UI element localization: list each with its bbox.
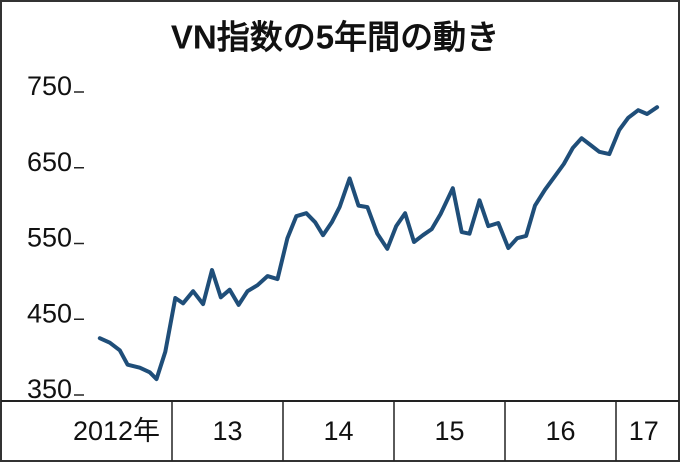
x-tick-label: 2012年	[73, 416, 160, 446]
x-tick-label: 16	[545, 416, 575, 446]
x-tick-label: 17	[629, 416, 659, 446]
y-tick-label: 650	[27, 147, 72, 177]
chart-title: VN指数の5年間の動き	[171, 19, 499, 56]
x-tick-label: 14	[323, 416, 353, 446]
x-tick-label: 13	[212, 416, 242, 446]
y-tick-label: 550	[27, 223, 72, 253]
line	[97, 105, 660, 382]
x-tick-label: 15	[434, 416, 464, 446]
y-tick-label: 450	[27, 298, 72, 328]
y-tick-label: 350	[27, 374, 72, 404]
y-tick-label: 750	[27, 71, 72, 101]
